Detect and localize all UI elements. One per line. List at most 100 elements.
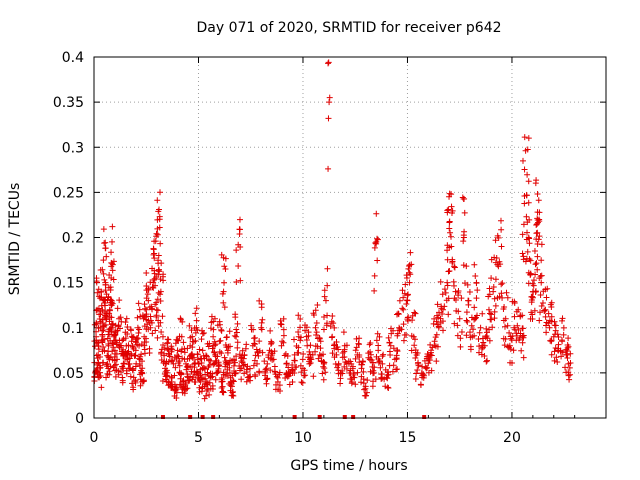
data-point bbox=[186, 355, 193, 362]
data-point bbox=[563, 351, 570, 358]
data-point bbox=[210, 326, 217, 333]
data-point bbox=[97, 318, 104, 325]
data-point bbox=[152, 327, 159, 334]
data-point bbox=[548, 318, 555, 325]
data-point bbox=[376, 333, 383, 340]
data-point bbox=[519, 312, 526, 319]
data-point bbox=[324, 312, 331, 319]
data-point bbox=[520, 354, 527, 361]
data-point bbox=[277, 317, 284, 324]
zero-point bbox=[351, 415, 356, 419]
data-point bbox=[442, 289, 449, 296]
data-point bbox=[199, 347, 206, 354]
data-point bbox=[154, 334, 161, 341]
data-point bbox=[509, 360, 516, 367]
data-point bbox=[203, 392, 210, 399]
x-tick-label: 15 bbox=[399, 430, 417, 446]
data-point bbox=[105, 293, 112, 300]
data-point bbox=[446, 218, 453, 225]
data-point bbox=[407, 249, 414, 256]
data-point bbox=[560, 324, 567, 331]
data-point bbox=[542, 313, 549, 320]
data-point bbox=[206, 340, 213, 347]
data-point bbox=[146, 349, 153, 356]
data-point bbox=[273, 381, 280, 388]
data-point bbox=[560, 331, 567, 338]
data-point bbox=[414, 367, 421, 374]
data-point bbox=[488, 311, 495, 318]
data-point bbox=[206, 391, 213, 398]
data-point bbox=[161, 350, 168, 357]
zero-point bbox=[317, 415, 322, 419]
data-point bbox=[96, 316, 103, 323]
data-point bbox=[374, 235, 381, 242]
data-point bbox=[142, 305, 149, 312]
data-point bbox=[519, 250, 526, 257]
data-point bbox=[321, 314, 328, 321]
data-point bbox=[248, 322, 255, 329]
data-point bbox=[157, 240, 164, 247]
data-point bbox=[263, 376, 270, 383]
data-point bbox=[384, 384, 391, 391]
data-point bbox=[510, 347, 517, 354]
data-point bbox=[114, 305, 121, 312]
data-point bbox=[231, 332, 238, 339]
data-point bbox=[536, 317, 543, 324]
data-point bbox=[243, 341, 250, 348]
data-point bbox=[389, 368, 396, 375]
data-point bbox=[239, 347, 246, 354]
data-point bbox=[124, 356, 131, 363]
data-point bbox=[538, 257, 545, 264]
data-point bbox=[239, 359, 246, 366]
data-point bbox=[465, 297, 472, 304]
data-point bbox=[145, 285, 152, 292]
data-point bbox=[331, 345, 338, 352]
data-point bbox=[152, 282, 159, 289]
data-point bbox=[423, 365, 430, 372]
data-point bbox=[108, 263, 115, 270]
data-point bbox=[157, 298, 164, 305]
data-point bbox=[280, 315, 287, 322]
data-point bbox=[162, 361, 169, 368]
data-point bbox=[394, 332, 401, 339]
data-point bbox=[138, 369, 145, 376]
data-point bbox=[375, 359, 382, 366]
data-point bbox=[406, 279, 413, 286]
data-point bbox=[230, 377, 237, 384]
data-point bbox=[101, 240, 108, 247]
data-point bbox=[101, 300, 108, 307]
zero-point bbox=[200, 415, 205, 419]
data-point bbox=[532, 180, 539, 187]
data-point bbox=[116, 297, 123, 304]
data-point bbox=[340, 329, 347, 336]
data-point bbox=[241, 352, 248, 359]
data-point bbox=[337, 375, 344, 382]
data-point bbox=[196, 372, 203, 379]
data-point bbox=[330, 320, 337, 327]
data-point bbox=[106, 307, 113, 314]
data-point bbox=[458, 328, 465, 335]
data-point bbox=[399, 287, 406, 294]
data-point bbox=[385, 385, 392, 392]
data-point bbox=[428, 352, 435, 359]
data-point bbox=[107, 363, 114, 370]
data-point bbox=[258, 319, 265, 326]
data-point bbox=[301, 372, 308, 379]
data-point bbox=[295, 349, 302, 356]
data-point bbox=[170, 360, 177, 367]
data-point bbox=[149, 330, 156, 337]
data-point bbox=[188, 350, 195, 357]
data-point bbox=[450, 278, 457, 285]
data-point bbox=[258, 304, 265, 311]
data-point bbox=[267, 355, 274, 362]
data-point bbox=[557, 348, 564, 355]
data-point bbox=[312, 307, 319, 314]
data-point bbox=[317, 345, 324, 352]
data-point bbox=[109, 267, 116, 274]
data-point bbox=[232, 369, 239, 376]
data-point bbox=[295, 344, 302, 351]
x-tick-label: 20 bbox=[503, 430, 521, 446]
data-point bbox=[300, 350, 307, 357]
data-point bbox=[99, 331, 106, 338]
data-point bbox=[412, 355, 419, 362]
